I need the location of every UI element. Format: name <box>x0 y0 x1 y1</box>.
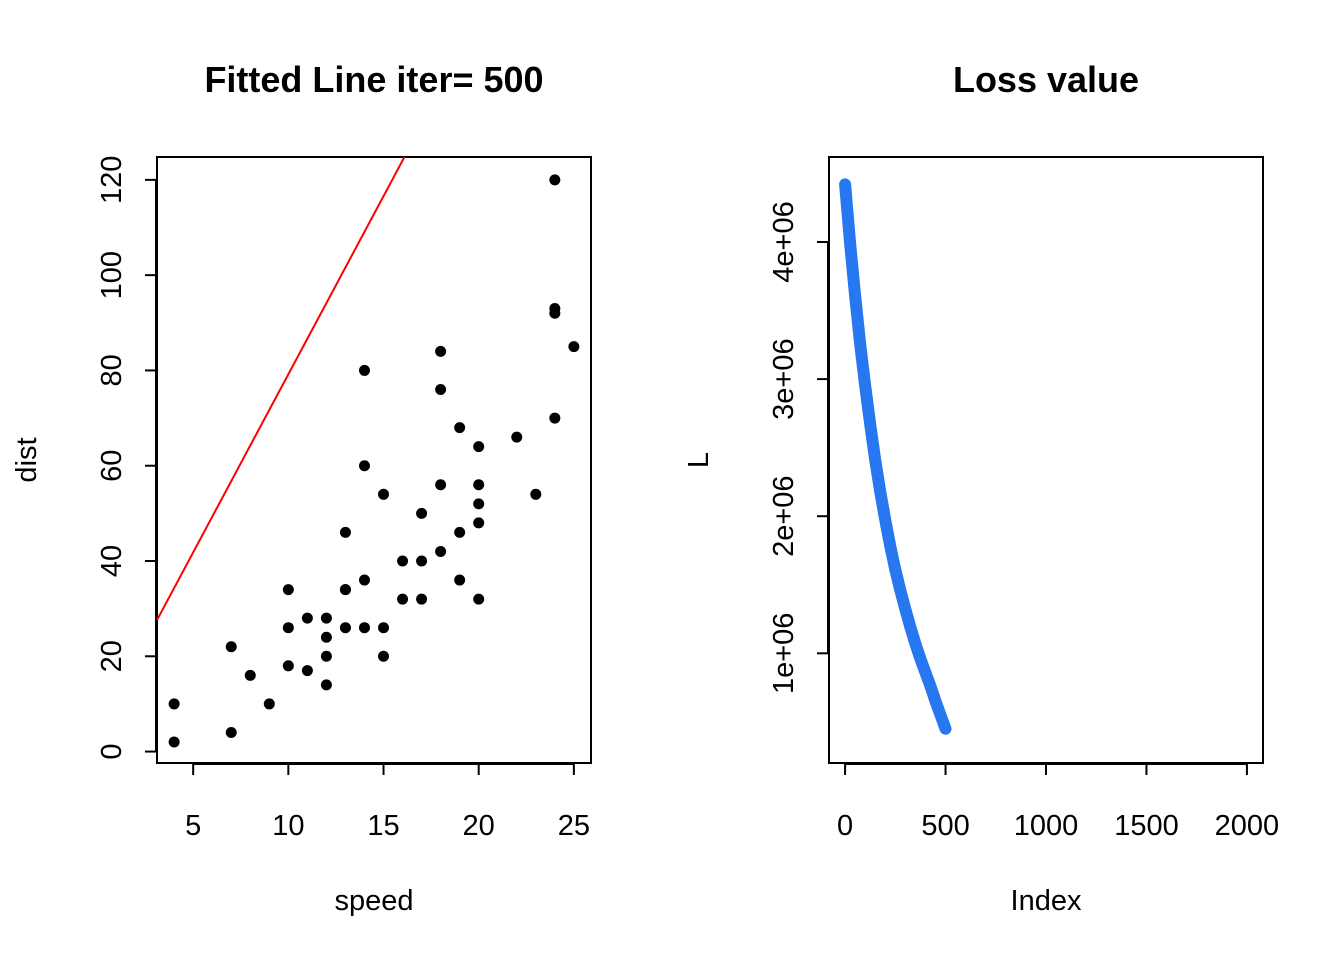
data-point <box>225 641 237 653</box>
data-point <box>358 622 370 634</box>
scatter-panel: Fitted Line iter= 500 speed dist 5 10 15 20… <box>11 59 592 917</box>
data-point <box>435 345 447 357</box>
data-point <box>530 488 542 500</box>
loss-x-tick-label: 500 <box>921 810 969 842</box>
scatter-x-tick-label: 10 <box>272 810 304 842</box>
loss-x-axis-label: Index <box>1011 885 1082 917</box>
scatter-y-tick-label: 120 <box>96 156 128 204</box>
data-point <box>473 517 485 529</box>
loss-curve <box>839 178 952 735</box>
data-point <box>473 479 485 491</box>
data-point <box>339 622 351 634</box>
scatter-x-tick-label: 15 <box>367 810 399 842</box>
data-point <box>435 479 447 491</box>
data-point <box>454 526 466 538</box>
loss-x-tick-label: 0 <box>837 810 853 842</box>
scatter-y-tick-label: 100 <box>96 251 128 299</box>
scatter-x-tick-label: 25 <box>558 810 590 842</box>
data-point <box>378 622 390 634</box>
data-point <box>549 174 561 186</box>
loss-x-tick-label: 1000 <box>1014 810 1079 842</box>
data-point <box>339 526 351 538</box>
data-point <box>378 488 390 500</box>
data-point <box>282 660 294 672</box>
loss-y-ticks: 1e+06 2e+06 3e+06 4e+06 <box>768 201 829 694</box>
data-point <box>397 593 409 605</box>
loss-y-tick-label: 3e+06 <box>768 338 800 419</box>
scatter-y-tick-label: 80 <box>96 354 128 386</box>
data-point <box>168 736 180 748</box>
data-point <box>339 584 351 596</box>
scatter-title: Fitted Line iter= 500 <box>204 59 543 100</box>
scatter-plot-area <box>156 156 580 748</box>
data-point <box>511 431 523 443</box>
loss-y-tick-label: 4e+06 <box>768 201 800 282</box>
data-point <box>549 412 561 424</box>
data-point <box>358 574 370 586</box>
data-point <box>358 460 370 472</box>
data-point <box>454 422 466 434</box>
loss-y-tick-label: 2e+06 <box>768 475 800 556</box>
scatter-y-ticks: 0 20 40 60 80 100 120 <box>96 156 157 760</box>
data-point <box>244 669 256 681</box>
scatter-x-ticks: 5 10 15 20 25 <box>185 763 590 842</box>
data-point <box>358 364 370 376</box>
scatter-y-tick-label: 0 <box>96 743 128 759</box>
data-point <box>282 584 294 596</box>
data-point <box>263 698 275 710</box>
data-point <box>168 698 180 710</box>
scatter-y-axis-label: dist <box>11 437 43 482</box>
loss-x-ticks: 0 500 1000 1500 2000 <box>837 763 1279 842</box>
data-point <box>416 555 428 567</box>
loss-plot-area <box>839 178 952 735</box>
data-point <box>473 498 485 510</box>
data-point <box>435 545 447 557</box>
scatter-y-tick-label: 40 <box>96 545 128 577</box>
scatter-x-axis-label: speed <box>334 885 413 917</box>
scatter-y-tick-label: 20 <box>96 640 128 672</box>
data-point <box>473 593 485 605</box>
data-point <box>282 622 294 634</box>
data-point <box>568 341 580 353</box>
scatter-y-tick-label: 60 <box>96 450 128 482</box>
fitted-line <box>156 156 406 621</box>
loss-x-tick-label: 1500 <box>1114 810 1179 842</box>
scatter-plot-box <box>156 156 592 764</box>
data-point <box>320 631 332 643</box>
loss-y-axis-label: L <box>683 452 715 468</box>
loss-panel: Loss value Index L 0 500 1000 1500 2000 1e+0… <box>683 59 1279 917</box>
data-point <box>549 303 561 314</box>
data-point <box>301 665 313 677</box>
data-point <box>301 612 313 624</box>
data-point <box>225 727 237 739</box>
scatter-x-tick-label: 5 <box>185 810 201 842</box>
data-point <box>320 612 332 624</box>
loss-plot-box <box>828 156 1264 764</box>
data-point <box>416 507 428 519</box>
data-point <box>320 679 332 691</box>
data-point <box>416 593 428 605</box>
loss-title: Loss value <box>953 59 1139 100</box>
data-point <box>320 650 332 662</box>
data-point <box>454 574 466 586</box>
data-point <box>378 650 390 662</box>
data-point <box>473 441 485 453</box>
loss-y-tick-label: 1e+06 <box>768 613 800 694</box>
data-point <box>397 555 409 567</box>
scatter-x-tick-label: 20 <box>463 810 495 842</box>
data-point <box>435 383 447 395</box>
loss-x-tick-label: 2000 <box>1215 810 1280 842</box>
